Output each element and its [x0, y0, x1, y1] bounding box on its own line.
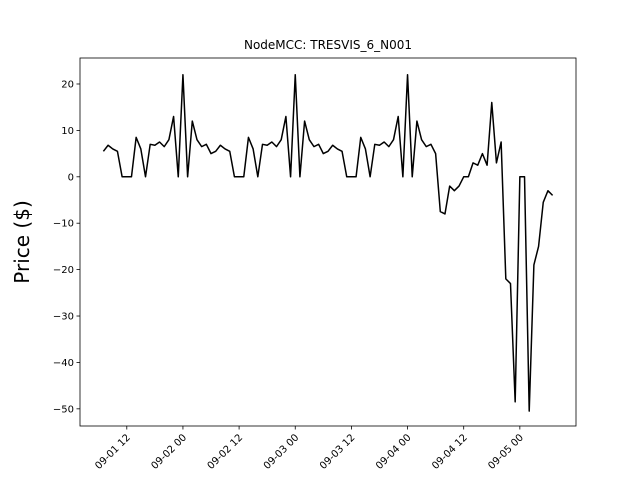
y-axis-label: Price ($) [10, 200, 34, 283]
y-tick-label: −30 [53, 312, 74, 323]
y-tick-label: 10 [61, 126, 74, 137]
axes-frame [79, 57, 577, 427]
price-line [102, 73, 554, 412]
y-tick-label: −20 [53, 265, 74, 276]
chart-title: NodeMCC: TRESVIS_6_N001 [244, 38, 412, 52]
y-tick-label: 20 [61, 79, 74, 90]
y-tick-label: −40 [53, 358, 74, 369]
y-tick-label: 0 [68, 172, 74, 183]
y-tick-label: −50 [53, 404, 74, 415]
y-tick-label: −10 [53, 219, 74, 230]
